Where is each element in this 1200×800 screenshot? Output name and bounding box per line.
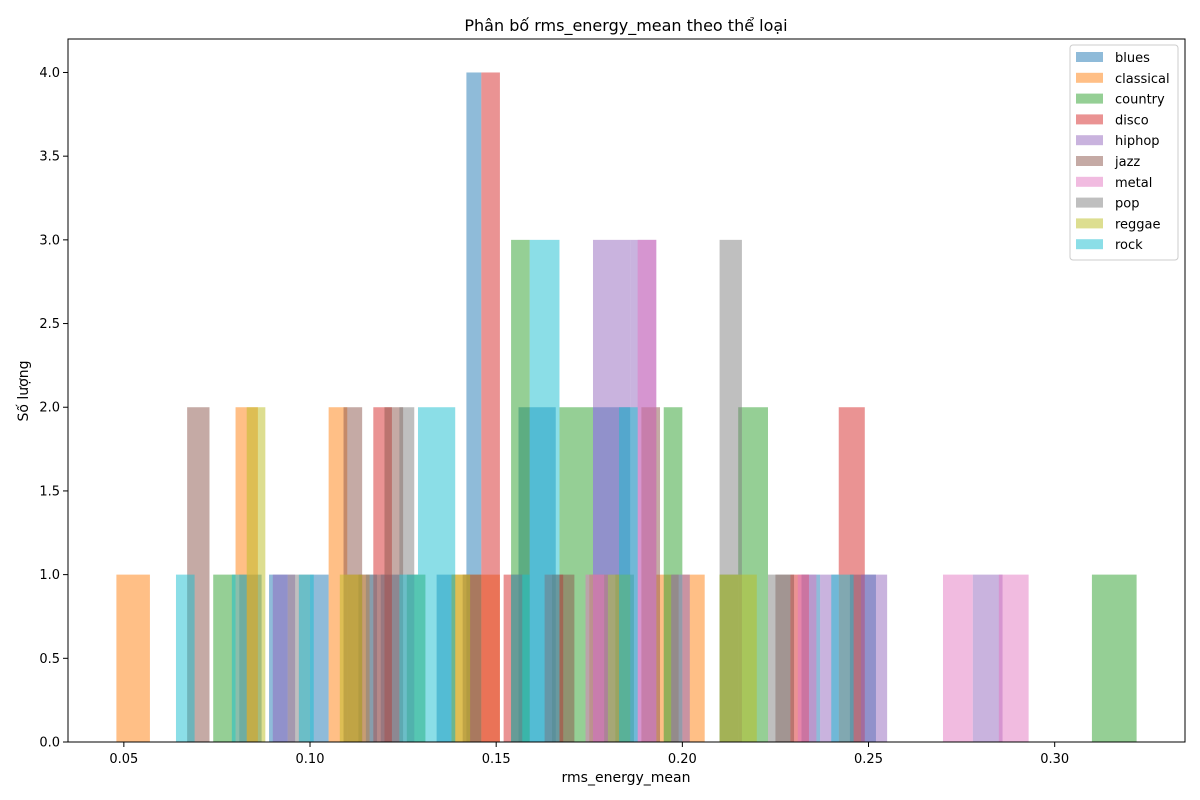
legend-label-hiphop: hiphop (1115, 134, 1160, 149)
bar-rock-3 (399, 574, 418, 742)
bar-metal-1 (637, 239, 657, 743)
bar-hiphop-6 (972, 574, 1003, 742)
legend-swatch-metal (1076, 176, 1103, 187)
y-tick-label: 1.5 (39, 484, 60, 499)
bar-metal-4 (998, 574, 1029, 742)
histogram-bars (116, 72, 1137, 743)
y-tick-label: 0.0 (39, 736, 60, 751)
bar-hiphop-3 (671, 574, 690, 742)
y-axis-label: Số lượng (15, 361, 32, 422)
x-tick-label: 0.10 (296, 752, 325, 767)
bar-rock-4 (417, 407, 456, 742)
legend-swatch-country (1076, 93, 1103, 104)
bar-pop-1 (365, 574, 385, 742)
chart-title: Phân bố rms_energy_mean theo thể loại (464, 16, 787, 36)
y-tick-label: 0.5 (39, 652, 60, 667)
legend-label-disco: disco (1115, 113, 1149, 128)
legend-swatch-jazz (1076, 156, 1103, 166)
legend-swatch-pop (1076, 197, 1103, 208)
x-tick-label: 0.15 (482, 752, 511, 767)
bar-reggae-5 (741, 574, 757, 742)
bar-metal-3 (942, 574, 973, 742)
legend: blues classical country disco hiphop jazz meta… (1069, 44, 1179, 261)
bar-reggae-2 (451, 574, 471, 742)
legend-label-classical: classical (1115, 72, 1170, 87)
legend-swatch-rock (1076, 239, 1103, 250)
bar-rock-5 (511, 574, 530, 742)
legend-label-jazz: jazz (1114, 155, 1140, 170)
bar-country-0 (213, 574, 236, 742)
bar-reggae-0 (246, 407, 266, 742)
bar-rock-8 (831, 574, 854, 742)
legend-swatch-disco (1076, 114, 1103, 125)
bar-jazz-2 (384, 407, 404, 742)
bar-pop-4 (767, 574, 791, 742)
bar-classical-0 (116, 574, 150, 742)
y-tick-label: 1.0 (39, 568, 60, 583)
x-tick-label: 0.05 (109, 752, 138, 767)
bar-reggae-1 (339, 574, 363, 742)
legend-items: blues classical country disco hiphop jazz meta… (1076, 51, 1170, 253)
y-tick-label: 2.0 (39, 401, 60, 416)
legend-swatch-blues (1076, 52, 1103, 62)
legend-label-country: country (1115, 93, 1165, 108)
x-tick-label: 0.30 (1040, 752, 1069, 767)
bar-reggae-4 (719, 574, 742, 742)
axes-frame (67, 38, 1186, 743)
legend-label-metal: metal (1115, 176, 1152, 191)
x-tick-label: 0.25 (854, 752, 883, 767)
y-tick-label: 4.0 (39, 66, 60, 81)
legend-label-reggae: reggae (1115, 217, 1161, 232)
bar-disco-1 (481, 72, 500, 743)
bar-rock-2 (298, 574, 314, 742)
y-tick-label: 3.0 (39, 233, 60, 248)
bar-rock-1 (231, 574, 247, 742)
y-tick-label: 3.5 (39, 150, 60, 165)
x-tick-label: 0.20 (668, 752, 697, 767)
bar-metal-0 (585, 574, 605, 742)
x-axis-label: rms_energy_mean (562, 770, 691, 786)
bar-hiphop-5 (861, 574, 888, 742)
bar-blues-2 (310, 574, 329, 742)
y-tick-label: 2.5 (39, 317, 60, 332)
legend-label-blues: blues (1115, 51, 1150, 66)
bar-metal-2 (797, 574, 817, 742)
y-axis-ticks: 0.0 0.5 1.0 1.5 2.0 2.5 3.0 3.5 4.0 (39, 66, 68, 751)
bar-rock-6 (529, 239, 560, 743)
bar-rock-0 (175, 574, 195, 742)
bar-country-8 (1091, 574, 1137, 742)
legend-label-pop: pop (1115, 197, 1139, 212)
bar-rock-7 (619, 407, 638, 742)
legend-swatch-classical (1076, 72, 1103, 83)
legend-swatch-hiphop (1076, 135, 1103, 146)
x-axis-ticks: 0.05 0.10 0.15 0.20 0.25 0.30 (109, 742, 1069, 767)
legend-label-rock: rock (1115, 238, 1143, 253)
plot-area (67, 38, 1186, 743)
legend-swatch-reggae (1076, 218, 1103, 229)
